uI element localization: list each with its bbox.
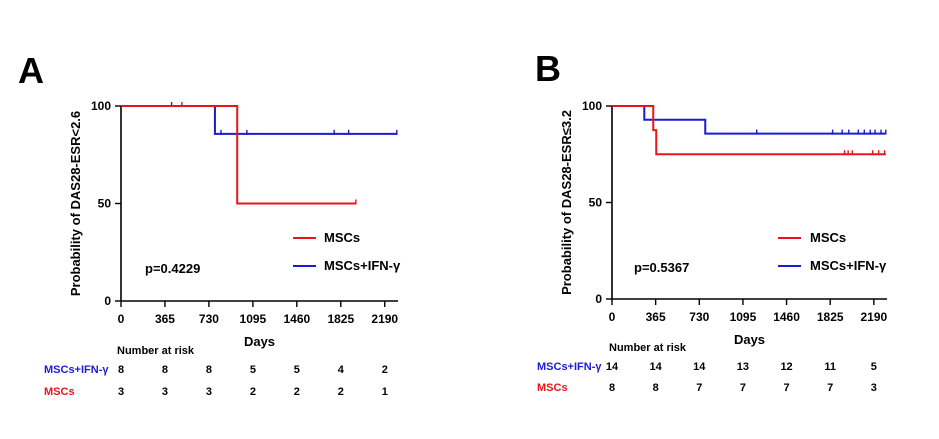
risk-value: 8 <box>118 364 124 376</box>
survival-step-line <box>121 105 356 205</box>
risk-value: 7 <box>784 382 790 394</box>
x-tick-label: 365 <box>646 310 666 324</box>
risk-value: 3 <box>118 386 124 398</box>
series-mscs <box>612 105 886 156</box>
risk-value: 8 <box>162 364 168 376</box>
y-tick-label: 50 <box>589 196 603 210</box>
risk-value: 2 <box>250 386 256 398</box>
y-tick-label: 100 <box>582 99 602 113</box>
risk-value: 7 <box>827 382 833 394</box>
x-tick-label: 0 <box>118 312 125 326</box>
risk-row-label: MSCs+IFN-γ <box>44 364 109 376</box>
risk-row-label: MSCs <box>44 386 75 398</box>
risk-value: 11 <box>824 361 836 373</box>
risk-value: 14 <box>650 361 663 373</box>
x-tick-label: 1095 <box>240 312 267 326</box>
x-tick-label: 730 <box>199 312 219 326</box>
risk-value: 1 <box>382 386 388 398</box>
panel-label: B <box>535 48 561 89</box>
risk-row-mscs-ifn-gamma: MSCs+IFN-γ 14 14 14 13 12 11 5 <box>537 361 877 373</box>
x-axis-title: Days <box>244 334 275 349</box>
risk-row-mscs: MSCs 8 8 7 7 7 7 3 <box>537 382 877 394</box>
risk-value: 14 <box>606 361 619 373</box>
risk-value: 7 <box>740 382 746 394</box>
y-axis-title: Probability of DAS28-ESR≤3.2 <box>559 110 574 295</box>
risk-value: 2 <box>294 386 300 398</box>
risk-value: 5 <box>250 364 256 376</box>
risk-value: 4 <box>338 364 345 376</box>
risk-row-mscs: MSCs 3 3 3 2 2 2 1 <box>44 386 388 398</box>
risk-value: 13 <box>737 361 749 373</box>
chart-panel-a: A0 365 730 1095 1460 1825 2190050100DaysProbab… <box>18 50 401 398</box>
y-tick-label: 0 <box>104 294 111 308</box>
p-value: p=0.4229 <box>145 261 200 276</box>
risk-value: 8 <box>609 382 615 394</box>
y-tick-label: 100 <box>91 99 111 113</box>
y-tick-label: 0 <box>595 292 602 306</box>
p-value: p=0.5367 <box>634 260 689 275</box>
series-mscs <box>121 102 357 205</box>
risk-value: 14 <box>693 361 706 373</box>
risk-table-title: Number at risk <box>117 345 195 357</box>
x-tick-label: 1825 <box>817 310 844 324</box>
x-tick-label: 730 <box>689 310 709 324</box>
x-tick-label: 0 <box>609 310 616 324</box>
risk-value: 3 <box>162 386 168 398</box>
x-tick-label: 1460 <box>283 312 310 326</box>
x-tick-label: 2190 <box>371 312 398 326</box>
risk-value: 8 <box>653 382 659 394</box>
x-axis-title: Days <box>734 332 765 347</box>
risk-value: 2 <box>382 364 388 376</box>
risk-value: 2 <box>338 386 344 398</box>
risk-value: 7 <box>696 382 702 394</box>
chart-panel-b: B 0 365 730 1095 1460 1825 2190 0 50 100 Days Probab… <box>535 48 888 394</box>
y-tick-label: 50 <box>98 197 112 211</box>
risk-row-label: MSCs+IFN-γ <box>537 361 602 373</box>
legend-label: MSCs+IFN-γ <box>810 258 887 273</box>
risk-value: 8 <box>206 364 212 376</box>
survival-step-line <box>121 105 397 135</box>
survival-step-line <box>612 105 886 156</box>
risk-value: 3 <box>206 386 212 398</box>
x-tick-label: 365 <box>155 312 175 326</box>
risk-value: 3 <box>871 382 877 394</box>
risk-row-label: MSCs <box>537 382 568 394</box>
legend-label: MSCs <box>324 230 360 245</box>
risk-value: 5 <box>294 364 300 376</box>
risk-table-title: Number at risk <box>609 342 687 354</box>
x-tick-label: 1095 <box>730 310 757 324</box>
x-tick-label: 2190 <box>860 310 887 324</box>
risk-value: 12 <box>780 361 792 373</box>
risk-value: 5 <box>871 361 877 373</box>
legend-label: MSCs <box>810 230 846 245</box>
x-tick-label: 1460 <box>773 310 800 324</box>
legend-label: MSCs+IFN-γ <box>324 258 401 273</box>
risk-row-mscs-ifn-gamma: MSCs+IFN-γ 8 8 8 5 5 4 2 <box>44 364 388 376</box>
panel-label: A <box>18 50 44 91</box>
x-tick-label: 1825 <box>327 312 354 326</box>
y-axis-title: Probability of DAS28-ESR<2.6 <box>68 111 83 296</box>
